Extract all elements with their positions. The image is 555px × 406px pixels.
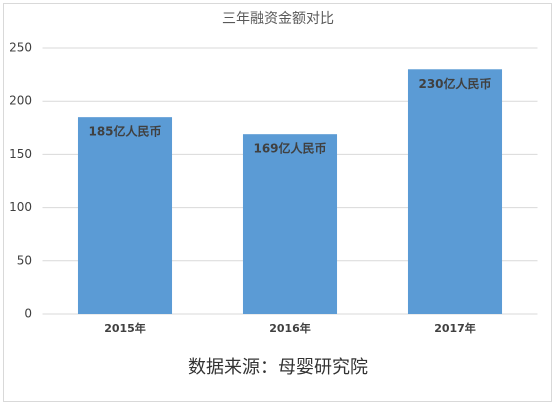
bar: [407, 69, 503, 314]
value-label: 185亿人民币: [88, 124, 161, 139]
x-tick-label: 2017年: [434, 321, 476, 335]
y-tick-label: 0: [24, 307, 32, 321]
bar: [242, 134, 338, 314]
x-tick-label: 2016年: [269, 321, 311, 335]
value-label: 230亿人民币: [418, 76, 491, 91]
y-tick-label: 200: [9, 94, 32, 108]
y-tick-label: 50: [17, 253, 32, 267]
y-tick-label: 100: [9, 200, 32, 214]
y-tick-label: 150: [9, 147, 32, 161]
value-label: 169亿人民币: [253, 141, 326, 156]
bar: [77, 117, 173, 314]
source-note: 数据来源：母婴研究院: [188, 357, 368, 378]
y-tick-label: 250: [9, 41, 32, 55]
chart-title: 三年融资金额对比: [222, 11, 334, 27]
x-tick-label: 2015年: [104, 321, 146, 335]
